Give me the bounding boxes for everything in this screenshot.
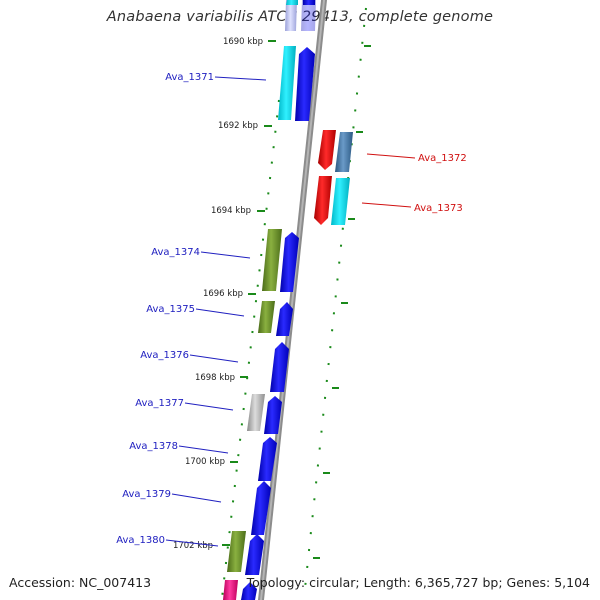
- tick-label: 1698 kbp: [195, 373, 235, 383]
- label-leader-line: [171, 493, 222, 503]
- gene-label-ava-1372[interactable]: Ava_1372: [418, 153, 467, 164]
- gene-feature-cyan[interactable]: [278, 46, 296, 120]
- gene-feature-olive[interactable]: [262, 229, 282, 291]
- label-leader-line: [189, 354, 239, 363]
- gene-label-ava-1376[interactable]: Ava_1376: [140, 350, 189, 361]
- gene-feature-cyan[interactable]: [286, 0, 298, 5]
- label-leader-line: [178, 445, 229, 454]
- gene-feature-cyan[interactable]: [331, 178, 350, 225]
- tick-label: 1696 kbp: [203, 289, 243, 299]
- gene-feature-olive[interactable]: [258, 301, 275, 333]
- gene-feature-blue[interactable]: [280, 232, 299, 292]
- gene-feature-blue[interactable]: [251, 481, 271, 535]
- gene-feature-blue[interactable]: [264, 396, 282, 434]
- label-leader-line: [214, 76, 267, 81]
- gene-label-ava-1371[interactable]: Ava_1371: [165, 72, 214, 83]
- outer-scale: [303, 7, 367, 599]
- gene-feature-blue[interactable]: [295, 47, 315, 121]
- label-leader-line: [200, 251, 251, 259]
- gene-label-ava-1377[interactable]: Ava_1377: [135, 398, 184, 409]
- genome-summary-text: Topology: circular; Length: 6,365,727 bp…: [246, 575, 590, 590]
- genome-backbone-highlight: [260, 0, 325, 600]
- gene-feature-red[interactable]: [318, 130, 336, 170]
- label-leader-line: [165, 539, 219, 547]
- tick-label: 1694 kbp: [211, 206, 251, 216]
- gene-feature-blue[interactable]: [270, 342, 289, 392]
- gene-feature-lavender[interactable]: [285, 0, 297, 31]
- label-leader-line: [366, 153, 416, 159]
- gene-feature-red[interactable]: [314, 176, 332, 225]
- tick-label: 1690 kbp: [223, 37, 263, 47]
- tick-label: 1702 kbp: [173, 541, 213, 551]
- gene-feature-olive[interactable]: [227, 531, 246, 572]
- gene-label-ava-1374[interactable]: Ava_1374: [151, 247, 200, 258]
- gene-feature-blue[interactable]: [245, 534, 264, 575]
- label-leader-line: [361, 202, 412, 208]
- label-leader-line: [195, 308, 245, 317]
- gene-label-ava-1373[interactable]: Ava_1373: [414, 203, 463, 214]
- gene-feature-gray[interactable]: [247, 394, 265, 431]
- gene-feature-blue[interactable]: [276, 302, 293, 336]
- gene-feature-steelblue[interactable]: [335, 132, 353, 172]
- gene-feature-pink[interactable]: [223, 580, 238, 600]
- gene-feature-blue[interactable]: [241, 582, 257, 600]
- gene-feature-blue[interactable]: [301, 0, 316, 31]
- accession-text: Accession: NC_007413: [9, 575, 152, 590]
- gene-label-ava-1380[interactable]: Ava_1380: [116, 535, 165, 546]
- map-title: Anabaena variabilis ATCC 29413, complete…: [106, 9, 494, 25]
- gene-label-ava-1375[interactable]: Ava_1375: [146, 304, 195, 315]
- label-leader-line: [184, 402, 234, 411]
- gene-label-ava-1378[interactable]: Ava_1378: [129, 441, 178, 452]
- tick-label: 1700 kbp: [185, 457, 225, 467]
- gene-feature-blue[interactable]: [303, 0, 315, 5]
- gene-feature-blue[interactable]: [258, 437, 277, 481]
- gene-label-ava-1379[interactable]: Ava_1379: [122, 489, 171, 500]
- tick-label: 1692 kbp: [218, 121, 258, 131]
